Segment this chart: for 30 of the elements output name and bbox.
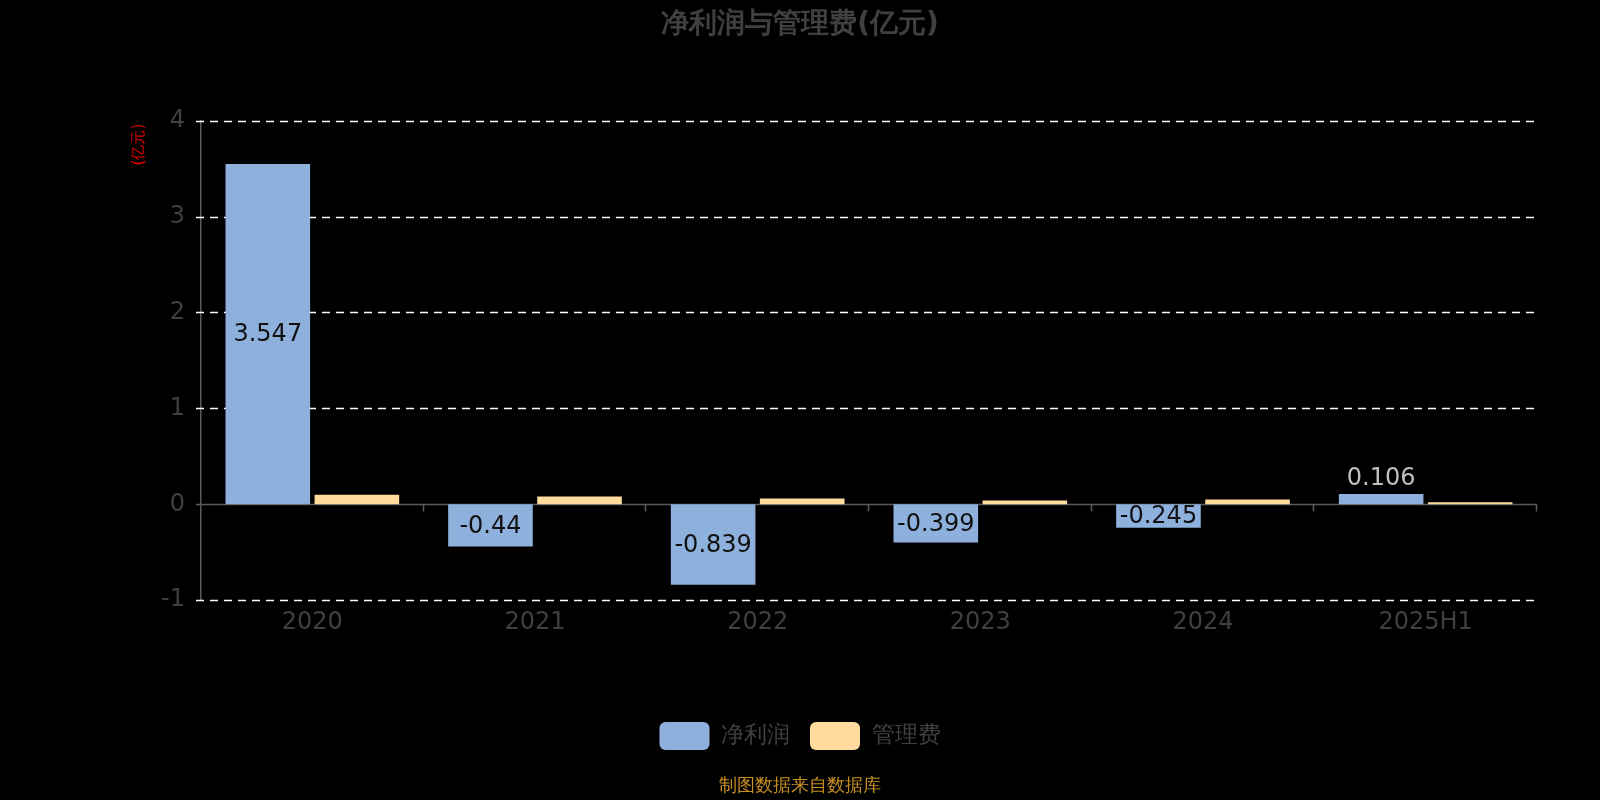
data-label: 3.547 bbox=[233, 319, 303, 348]
x-tick-label: 2025H1 bbox=[1378, 606, 1473, 635]
bar bbox=[670, 504, 756, 585]
bar bbox=[1205, 499, 1290, 505]
x-tick-label: 2022 bbox=[727, 606, 789, 635]
data-label: 0.106 bbox=[1346, 463, 1416, 492]
text: 制图数据来自数据库 bbox=[718, 774, 882, 796]
legend-label: 管理费 bbox=[871, 720, 941, 747]
legend-label: 净利润 bbox=[721, 720, 790, 747]
y-tick-label: -1 bbox=[161, 584, 185, 613]
bar bbox=[1338, 494, 1424, 505]
bar bbox=[225, 164, 311, 505]
y-tick-label: 0 bbox=[169, 488, 185, 517]
y-axis-title: (亿元) bbox=[128, 123, 147, 166]
data-label: -0.245 bbox=[1119, 501, 1198, 530]
bar bbox=[537, 496, 622, 505]
x-tick-label: 2020 bbox=[281, 606, 343, 635]
data-label: -0.399 bbox=[897, 508, 975, 537]
data-label: -0.44 bbox=[459, 510, 522, 539]
x-tick-label: 2024 bbox=[1172, 606, 1234, 635]
bar bbox=[314, 494, 400, 505]
x-tick-label: 2023 bbox=[949, 606, 1011, 635]
y-tick-label: 4 bbox=[169, 104, 185, 133]
y-tick-label: 3 bbox=[169, 200, 185, 229]
x-tick-label: 2021 bbox=[504, 606, 566, 635]
chart-title: 净利润与管理费(亿元) bbox=[661, 6, 939, 40]
bar bbox=[982, 500, 1068, 505]
y-tick-label: 2 bbox=[169, 296, 185, 325]
data-label: -0.839 bbox=[674, 529, 752, 558]
y-tick-label: 1 bbox=[169, 392, 185, 421]
